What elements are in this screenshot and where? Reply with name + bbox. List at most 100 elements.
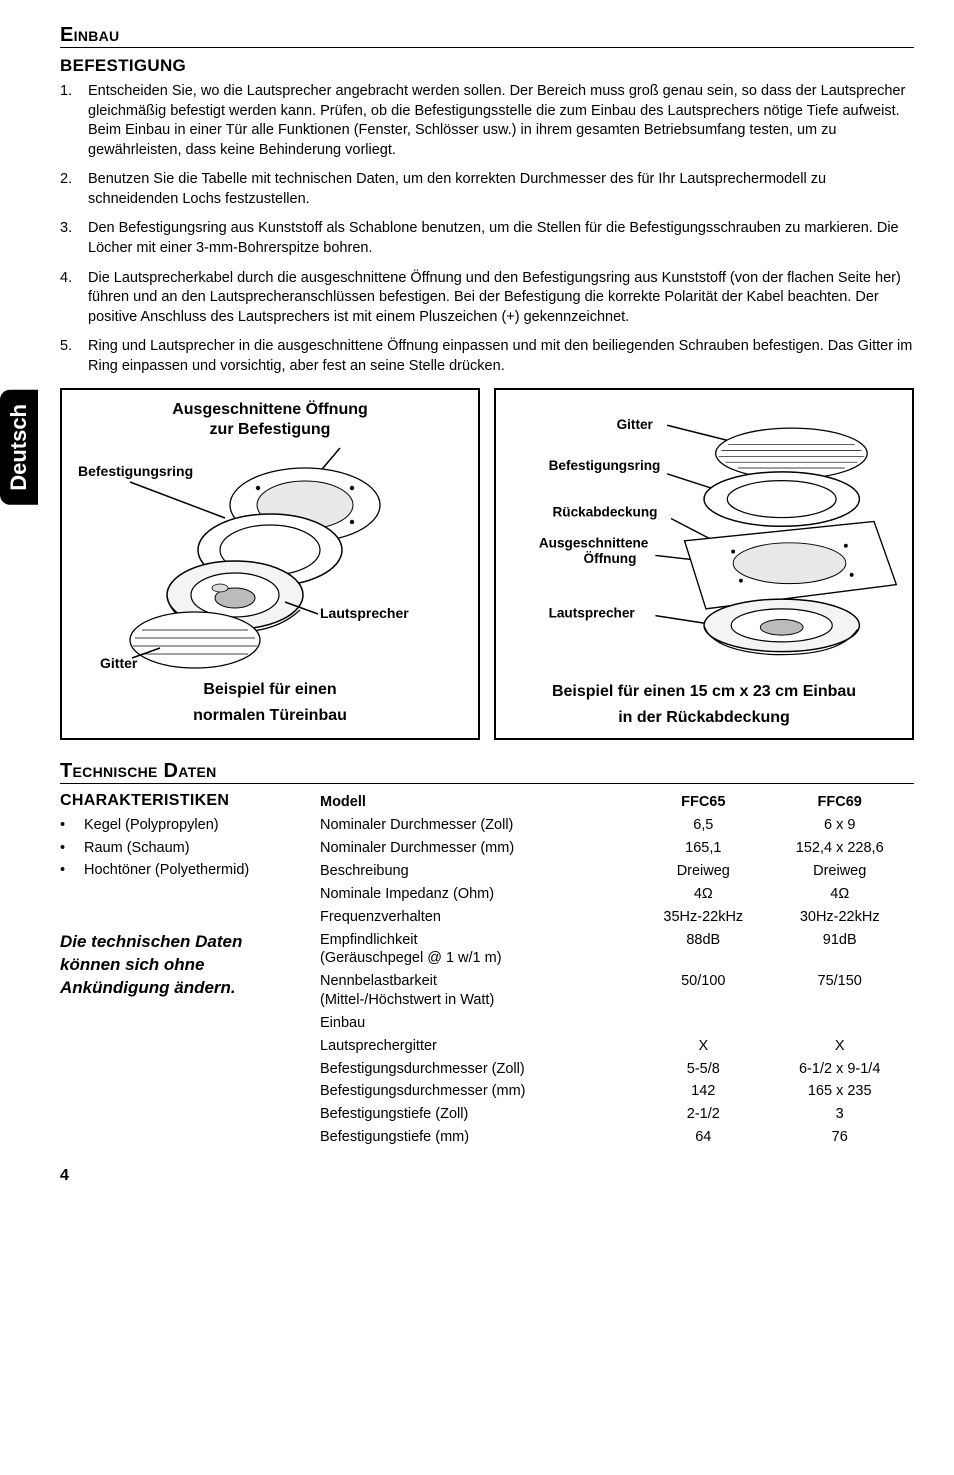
instruction-text: Die Lautsprecherkabel durch die ausgesch… <box>88 269 914 328</box>
table-row: Einbau <box>320 1012 914 1035</box>
table-row: Empfindlichkeit (Geräuschpegel @ 1 w/1 m… <box>320 929 914 971</box>
th-ffc65: FFC65 <box>641 792 771 814</box>
instruction-item: Die Lautsprecherkabel durch die ausgesch… <box>60 269 914 328</box>
instruction-item: Benutzen Sie die Tabelle mit technischen… <box>60 170 914 209</box>
spec-val-b: 6 x 9 <box>771 814 914 837</box>
diagram-a-title-1: Ausgeschnittene Öffnung <box>66 400 474 420</box>
instruction-item: Entscheiden Sie, wo die Lautsprecher ang… <box>60 82 914 160</box>
befestigung-heading: BEFESTIGUNG <box>60 56 914 76</box>
char-item: Hochtöner (Polyethermid) <box>60 861 290 881</box>
characteristics-heading: CHARAKTERISTIKEN <box>60 792 290 810</box>
diagrams-row: Ausgeschnittene Öffnung zur Befestigung … <box>60 388 914 740</box>
language-tab: Deutsch <box>0 390 38 505</box>
spec-val-a: 165,1 <box>641 837 771 860</box>
spec-val-a: 35Hz-22kHz <box>641 906 771 929</box>
spec-val-a: 142 <box>641 1080 771 1103</box>
spec-val-a: 4Ω <box>641 883 771 906</box>
char-text: Kegel (Polypropylen) <box>84 816 219 836</box>
table-row: Befestigungstiefe (mm)6476 <box>320 1126 914 1149</box>
table-row: Frequenzverhalten35Hz-22kHz30Hz-22kHz <box>320 906 914 929</box>
spec-key: Frequenzverhalten <box>320 906 641 929</box>
char-item: Raum (Schaum) <box>60 839 290 859</box>
diagram-a-caption-1: Beispiel für einen <box>66 680 474 700</box>
spec-val-b: 165 x 235 <box>771 1080 914 1103</box>
char-text: Raum (Schaum) <box>84 839 190 859</box>
table-row: Nominaler Durchmesser (Zoll)6,56 x 9 <box>320 814 914 837</box>
spec-val-b: 76 <box>771 1126 914 1149</box>
spec-val-b: 91dB <box>771 929 914 971</box>
section-einbau-title: Einbau <box>60 24 914 48</box>
spec-val-b: X <box>771 1035 914 1058</box>
svg-text:Ausgeschnittene: Ausgeschnittene <box>539 536 649 551</box>
characteristics-list: Kegel (Polypropylen) Raum (Schaum) Hocht… <box>60 816 290 881</box>
spec-key: Nominaler Durchmesser (Zoll) <box>320 814 641 837</box>
spec-key: Nominaler Durchmesser (mm) <box>320 837 641 860</box>
table-row: Nominale Impedanz (Ohm)4Ω4Ω <box>320 883 914 906</box>
spec-val-a <box>641 1012 771 1035</box>
spec-val-a: 64 <box>641 1126 771 1149</box>
diagram-rear-install: Gitter Befestigungsring Rückabdeckung Au… <box>494 388 914 740</box>
spec-val-a: X <box>641 1035 771 1058</box>
tech-right-col: Modell FFC65 FFC69 Nominaler Durchmesser… <box>320 792 914 1149</box>
th-model: Modell <box>320 792 641 814</box>
instructions-list: Entscheiden Sie, wo die Lautsprecher ang… <box>60 82 914 376</box>
table-row: LautsprechergitterXX <box>320 1035 914 1058</box>
spec-key: Lautsprechergitter <box>320 1035 641 1058</box>
diagram-b-caption-2: in der Rückabdeckung <box>500 708 908 728</box>
table-row: Befestigungsdurchmesser (mm)142165 x 235 <box>320 1080 914 1103</box>
svg-text:Lautsprecher: Lautsprecher <box>320 605 409 621</box>
spec-table: Modell FFC65 FFC69 Nominaler Durchmesser… <box>320 792 914 1149</box>
spec-key: Empfindlichkeit (Geräuschpegel @ 1 w/1 m… <box>320 929 641 971</box>
disclaimer: Die technischen Daten können sich ohne A… <box>60 931 290 1000</box>
table-row: Nominaler Durchmesser (mm)165,1152,4 x 2… <box>320 837 914 860</box>
tech-left-col: CHARAKTERISTIKEN Kegel (Polypropylen) Ra… <box>60 792 290 1149</box>
spec-key: Beschreibung <box>320 860 641 883</box>
spec-key: Befestigungsdurchmesser (mm) <box>320 1080 641 1103</box>
page-number: 4 <box>60 1167 914 1185</box>
spec-key: Nennbelastbarkeit (Mittel-/Höchstwert in… <box>320 970 641 1012</box>
spec-val-b <box>771 1012 914 1035</box>
instruction-item: Den Befestigungsring aus Kunststoff als … <box>60 219 914 258</box>
spec-key: Einbau <box>320 1012 641 1035</box>
diagram-a-svg: Befestigungsring <box>66 440 474 670</box>
spec-val-a: 88dB <box>641 929 771 971</box>
svg-text:Befestigungsring: Befestigungsring <box>78 463 193 479</box>
spec-val-a: 5-5/8 <box>641 1058 771 1081</box>
spec-val-a: 2-1/2 <box>641 1103 771 1126</box>
diagram-a-caption-2: normalen Türeinbau <box>66 706 474 726</box>
spec-key: Befestigungsdurchmesser (Zoll) <box>320 1058 641 1081</box>
diagram-b-svg: Gitter Befestigungsring Rückabdeckung Au… <box>500 400 908 672</box>
spec-key: Nominale Impedanz (Ohm) <box>320 883 641 906</box>
spec-val-b: 30Hz-22kHz <box>771 906 914 929</box>
tech-section: CHARAKTERISTIKEN Kegel (Polypropylen) Ra… <box>60 792 914 1149</box>
diagram-normal-install: Ausgeschnittene Öffnung zur Befestigung … <box>60 388 480 740</box>
instruction-text: Ring und Lautsprecher in die ausgeschnit… <box>88 337 914 376</box>
table-row: BeschreibungDreiwegDreiweg <box>320 860 914 883</box>
spec-val-b: 75/150 <box>771 970 914 1012</box>
table-row: Befestigungsdurchmesser (Zoll)5-5/86-1/2… <box>320 1058 914 1081</box>
svg-text:Lautsprecher: Lautsprecher <box>549 606 636 621</box>
svg-text:Rückabdeckung: Rückabdeckung <box>552 505 657 520</box>
table-row: Befestigungstiefe (Zoll)2-1/23 <box>320 1103 914 1126</box>
section-tech-title: Technische Daten <box>60 760 914 784</box>
spec-val-a: Dreiweg <box>641 860 771 883</box>
svg-text:Befestigungsring: Befestigungsring <box>549 458 661 473</box>
instruction-text: Entscheiden Sie, wo die Lautsprecher ang… <box>88 82 914 160</box>
char-text: Hochtöner (Polyethermid) <box>84 861 249 881</box>
instruction-text: Benutzen Sie die Tabelle mit technischen… <box>88 170 914 209</box>
spec-val-b: Dreiweg <box>771 860 914 883</box>
spec-val-b: 6-1/2 x 9-1/4 <box>771 1058 914 1081</box>
table-row: Nennbelastbarkeit (Mittel-/Höchstwert in… <box>320 970 914 1012</box>
svg-text:Gitter: Gitter <box>617 417 654 432</box>
spec-val-b: 152,4 x 228,6 <box>771 837 914 860</box>
instruction-item: Ring und Lautsprecher in die ausgeschnit… <box>60 337 914 376</box>
diagram-b-caption-1: Beispiel für einen 15 cm x 23 cm Einbau <box>500 682 908 702</box>
spec-val-a: 50/100 <box>641 970 771 1012</box>
spec-val-b: 4Ω <box>771 883 914 906</box>
diagram-a-title-2: zur Befestigung <box>66 420 474 440</box>
spec-val-b: 3 <box>771 1103 914 1126</box>
spec-val-a: 6,5 <box>641 814 771 837</box>
char-item: Kegel (Polypropylen) <box>60 816 290 836</box>
th-ffc69: FFC69 <box>771 792 914 814</box>
svg-text:Öffnung: Öffnung <box>584 552 637 567</box>
